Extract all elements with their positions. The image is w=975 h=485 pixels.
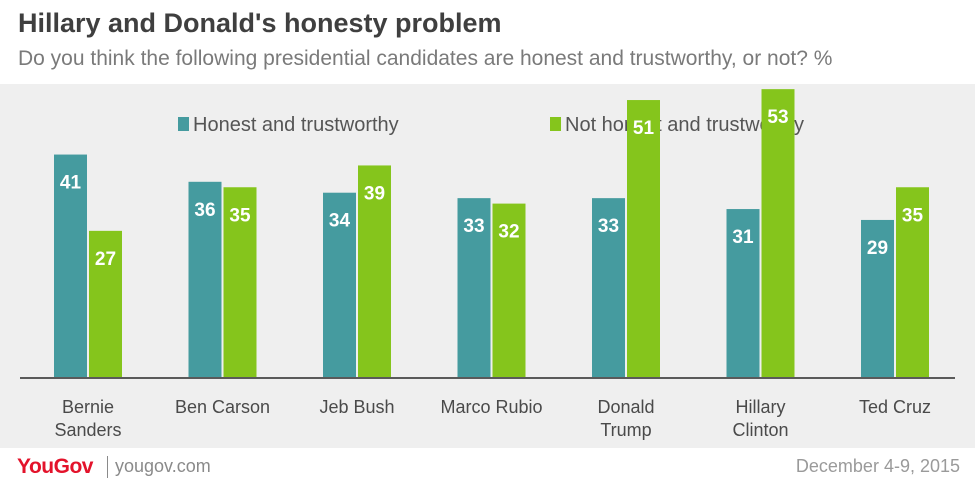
data-label: 27 (95, 249, 116, 270)
bar-not-honest (896, 187, 929, 378)
bar-chart: Honest and trustworthy Not honest and tru… (20, 89, 955, 440)
data-label: 29 (867, 238, 888, 259)
legend-label: Honest and trustworthy (193, 114, 399, 136)
survey-date: December 4-9, 2015 (795, 456, 960, 476)
data-label: 51 (633, 118, 655, 139)
category-label: Marco Rubio (440, 397, 542, 417)
bar-not-honest (761, 89, 795, 379)
data-label: 33 (598, 216, 619, 237)
data-label: 33 (463, 216, 484, 237)
bar-not-honest (89, 230, 122, 378)
data-label: 36 (194, 200, 215, 221)
logo-divider (107, 456, 108, 478)
legend-swatch (550, 117, 561, 131)
bar-honest (861, 219, 894, 378)
yougov-logo: YouGov (17, 455, 93, 478)
bar-honest (592, 198, 625, 378)
data-label: 39 (364, 183, 385, 204)
bar-honest (323, 192, 356, 378)
bar-honest (188, 181, 222, 378)
category-label: Donald Trump (597, 397, 654, 440)
bar-not-honest (627, 100, 660, 379)
bar-not-honest (358, 165, 391, 378)
data-label: 34 (329, 211, 351, 232)
category-label: Ted Cruz (859, 397, 931, 417)
data-label: 35 (902, 205, 924, 226)
data-label: 53 (767, 107, 788, 128)
data-label: 31 (732, 227, 754, 248)
chart-footer (0, 448, 975, 485)
category-label: Bernie Sanders (54, 397, 121, 440)
chart-subtitle: Do you think the following presidential … (18, 47, 833, 70)
bar-honest (726, 209, 760, 378)
category-label: Ben Carson (175, 397, 270, 417)
chart-header: Hillary and Donald's honesty problem Do … (0, 0, 975, 84)
data-label: 41 (60, 173, 82, 194)
chart-title: Hillary and Donald's honesty problem (18, 8, 502, 38)
data-label: 35 (229, 205, 251, 226)
bar-not-honest (223, 187, 257, 378)
legend-swatch (178, 117, 189, 131)
data-label: 32 (498, 222, 519, 243)
category-label: Hillary Clinton (732, 397, 788, 440)
site-link[interactable]: yougov.com (115, 456, 211, 476)
bar-not-honest (492, 203, 526, 378)
category-label: Jeb Bush (319, 397, 394, 417)
legend-label: Not honest and trustworthy (565, 114, 804, 136)
bar-honest (54, 154, 87, 378)
bar-honest (457, 198, 491, 378)
